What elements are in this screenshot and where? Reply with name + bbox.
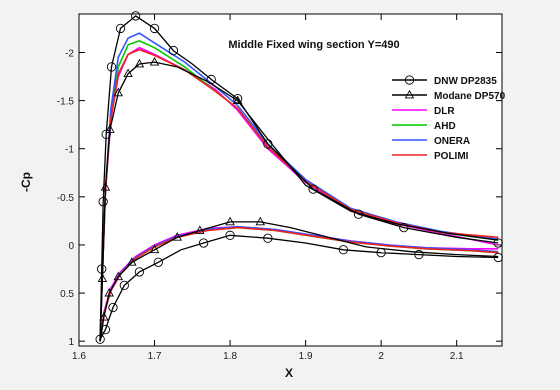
legend-label: Modane DP570 <box>434 91 506 102</box>
data-point-marker <box>97 264 107 274</box>
data-point-marker <box>225 230 235 240</box>
legend-label: AHD <box>434 121 456 132</box>
data-point-marker <box>99 312 109 321</box>
legend-item: ONERA <box>392 136 470 147</box>
x-axis-title: X <box>285 366 293 380</box>
data-point-marker <box>104 287 114 297</box>
legend-label: ONERA <box>434 136 470 147</box>
y-tick-label: 1 <box>68 337 74 348</box>
series-lower-line <box>99 234 499 340</box>
y-tick-label: 0 <box>68 241 74 252</box>
legend-label: POLIMI <box>434 151 469 162</box>
data-point-marker <box>100 324 111 335</box>
series-dnw-dp2835 <box>95 11 503 344</box>
y-tick-label: -1 <box>65 145 74 156</box>
data-point-marker <box>308 184 318 194</box>
series-lower-line <box>99 221 499 342</box>
data-point-marker <box>97 273 108 283</box>
data-point-marker <box>198 238 209 248</box>
data-point-marker <box>232 95 243 104</box>
data-point-marker <box>123 68 133 78</box>
data-point-marker <box>115 23 126 34</box>
data-point-marker <box>98 197 108 207</box>
legend-item: AHD <box>392 121 456 132</box>
data-point-marker <box>134 58 145 68</box>
data-point-marker <box>399 222 409 233</box>
x-tick-label: 1.6 <box>72 351 86 362</box>
legend: DNW DP2835 Modane DP570 DLR AHD ONERA POLIMI <box>392 75 506 162</box>
y-axis-title: -Cp <box>19 172 33 192</box>
data-point-marker <box>119 280 129 291</box>
data-point-marker <box>108 302 118 313</box>
series-layer <box>95 11 503 344</box>
data-point-marker <box>263 233 273 243</box>
chart-title: Middle Fixed wing section Y=490 <box>228 39 399 51</box>
data-point-marker <box>149 244 160 254</box>
x-tick-label: 1.7 <box>148 351 162 362</box>
legend-label: DNW DP2835 <box>434 76 497 87</box>
legend-item: DNW DP2835 <box>392 75 497 87</box>
legend-label: DLR <box>434 106 455 117</box>
data-point-marker <box>131 11 141 21</box>
y-tick-label: -0.5 <box>57 193 75 204</box>
x-tick-label: 2.1 <box>450 351 464 362</box>
data-point-marker <box>105 124 115 133</box>
y-tick-label: 0.5 <box>60 289 74 300</box>
legend-item: POLIMI <box>392 151 469 162</box>
data-point-marker <box>100 182 111 191</box>
plot-area <box>78 13 503 347</box>
y-tick-label: -1.5 <box>57 97 75 108</box>
data-point-marker <box>127 257 137 266</box>
data-point-marker <box>493 252 503 263</box>
data-point-marker <box>113 87 124 97</box>
series-upper-line <box>99 61 499 342</box>
data-point-marker <box>255 216 266 226</box>
data-point-marker <box>101 129 111 139</box>
data-point-marker <box>225 216 235 226</box>
data-point-marker <box>113 271 124 281</box>
data-point-marker <box>106 62 117 72</box>
data-point-marker <box>414 249 424 260</box>
data-point-marker <box>338 245 349 255</box>
x-tick-label: 1.8 <box>223 351 237 362</box>
legend-marker <box>404 89 415 99</box>
x-tick-label: 1.9 <box>299 351 313 362</box>
data-point-marker <box>493 238 503 248</box>
legend-item: DLR <box>392 106 455 117</box>
data-point-marker <box>172 232 182 241</box>
series-upper-line <box>99 15 499 342</box>
x-tick-label: 2 <box>378 351 384 362</box>
legend-item: Modane DP570 <box>392 89 506 102</box>
axis-ticks: 1.6 1.7 1.8 1.9 2 2.1 -2 -1.5 -1 -0.5 0 0.5 1 <box>57 14 502 362</box>
y-tick-label: -2 <box>65 48 74 59</box>
data-point-marker <box>195 225 205 234</box>
data-point-marker <box>153 257 163 267</box>
data-point-marker <box>168 45 179 56</box>
data-point-marker <box>134 267 145 277</box>
data-point-marker <box>149 23 160 34</box>
legend-marker <box>404 75 415 85</box>
series-modane-dp570 <box>97 56 499 342</box>
data-point-marker <box>149 56 160 66</box>
